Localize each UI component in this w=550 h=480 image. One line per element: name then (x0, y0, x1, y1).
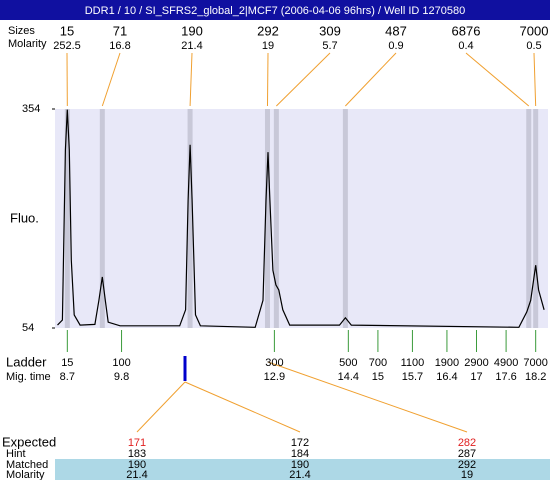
matched-rows-bg (55, 459, 550, 480)
peak-band (273, 109, 279, 328)
peak-molarity: 19 (262, 40, 274, 52)
peak-size: 6876 (452, 23, 481, 38)
y-tick-label: 354 (22, 103, 40, 115)
y-axis-label: Fluo. (10, 210, 39, 225)
molarity-label: Molarity (8, 38, 47, 50)
cell: 184 (291, 448, 309, 460)
ladder-size: 500 (339, 357, 357, 369)
cell: 172 (291, 437, 309, 449)
peak-band (64, 109, 70, 328)
row-label: Molarity (6, 469, 45, 480)
ladder-time: 12.9 (264, 371, 285, 383)
cell: 292 (458, 459, 476, 471)
ladder-size: 100 (112, 357, 130, 369)
ladder-size: 1100 (401, 357, 425, 369)
ladder-size: 2900 (464, 357, 488, 369)
cell: 183 (128, 448, 146, 460)
ladder-time: 8.7 (60, 371, 75, 383)
ladder-time: 9.8 (114, 371, 129, 383)
row-label: Matched (6, 459, 48, 471)
trace (57, 109, 545, 328)
ladder-time: 14.4 (338, 371, 359, 383)
peak-connector (465, 52, 530, 107)
sizes-label: Sizes (8, 25, 35, 37)
cell: 282 (458, 437, 476, 449)
plot-area (55, 109, 548, 328)
ladder-size: 4900 (494, 357, 518, 369)
peak-band (533, 109, 539, 328)
peak-size: 309 (319, 23, 341, 38)
ladder-size: 15 (61, 357, 73, 369)
peak-connector (533, 52, 537, 107)
peak-connector (345, 52, 397, 107)
cell: 21.4 (126, 469, 147, 480)
y-tick-label: 54 (22, 322, 34, 334)
cell: 19 (461, 469, 473, 480)
peak-band (526, 109, 532, 328)
header-title: DDR1 / 10 / SI_SFRS2_global_2|MCF7 (2006… (85, 5, 466, 17)
peak-connector (189, 52, 193, 107)
header-bar (0, 0, 550, 20)
connector (136, 381, 186, 433)
ladder-time: 15.7 (402, 371, 423, 383)
peak-band (187, 109, 193, 328)
ladder-time: 17 (470, 371, 482, 383)
cell: 190 (128, 459, 146, 471)
peak-size: 7000 (520, 23, 549, 38)
connector (267, 361, 468, 433)
ladder-size: 7000 (523, 357, 547, 369)
peak-molarity: 0.5 (526, 40, 541, 52)
ladder-size: 1900 (435, 357, 459, 369)
peak-size: 190 (181, 23, 203, 38)
peak-connector (266, 52, 269, 107)
peak-molarity: 0.4 (458, 40, 473, 52)
cell: 287 (458, 448, 476, 460)
ladder-time: 15 (372, 371, 384, 383)
peak-molarity: 16.8 (109, 40, 130, 52)
peak-molarity: 0.9 (388, 40, 403, 52)
connector (184, 381, 301, 433)
expected-connectors (136, 361, 468, 433)
peak-size: 292 (257, 23, 279, 38)
ladder-time: 17.6 (495, 371, 516, 383)
cell: 21.4 (289, 469, 310, 480)
ladder-time: 16.4 (436, 371, 457, 383)
peak-size: 71 (113, 23, 127, 38)
ladder-label: Ladder (6, 354, 47, 369)
peak-band (342, 109, 348, 328)
ladder-size: 300 (265, 357, 283, 369)
ladder-time: 18.2 (525, 371, 546, 383)
peak-size: 15 (60, 23, 74, 38)
peak-connector (276, 52, 331, 107)
peak-band (99, 109, 105, 328)
peak-connector (101, 52, 121, 107)
peak-molarity: 252.5 (53, 40, 81, 52)
row-label: Expected (2, 434, 56, 449)
cell: 171 (128, 437, 146, 449)
cell: 190 (291, 459, 309, 471)
mig-time-label: Mig. time (6, 371, 51, 383)
row-label: Hint (6, 448, 26, 460)
peak-molarity: 21.4 (181, 40, 202, 52)
peak-band (264, 109, 270, 328)
ladder-size: 700 (369, 357, 387, 369)
peak-size: 487 (385, 23, 407, 38)
peak-molarity: 5.7 (322, 40, 337, 52)
